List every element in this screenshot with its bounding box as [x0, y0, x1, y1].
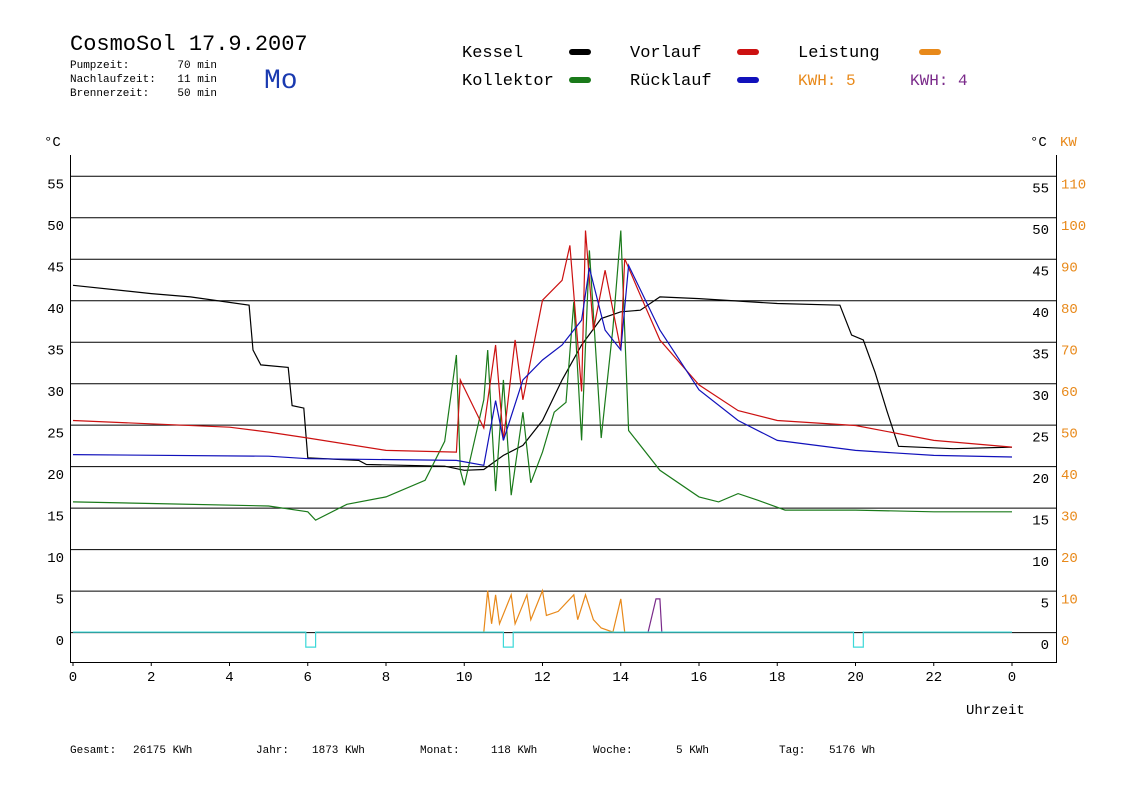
- y-tick-label: 0: [56, 634, 64, 650]
- series-line: [72, 230, 1013, 453]
- x-tick-label: 4: [225, 670, 233, 686]
- y2-tick-label: 100: [1061, 219, 1086, 235]
- footer-value: 5 KWh: [676, 745, 709, 757]
- footer-value: 118 KWh: [491, 745, 537, 757]
- y2-tick-label: 50: [1061, 427, 1078, 443]
- y-axis-label-right: °C: [1030, 135, 1047, 151]
- y-tick-label-right: 5: [1041, 597, 1049, 613]
- legend-label: Rücklauf: [630, 72, 712, 91]
- y-tick-label-right: 15: [1032, 514, 1049, 530]
- series-line: [72, 263, 1013, 466]
- y2-tick-label: 40: [1061, 468, 1078, 484]
- series-line: [72, 284, 1013, 471]
- y-tick-label: 25: [47, 427, 64, 443]
- info-value: 11 min: [177, 74, 217, 86]
- x-tick-label: 18: [769, 670, 786, 686]
- kwh-label: KWH: 5: [798, 72, 856, 90]
- y-tick-label-right: 55: [1032, 182, 1049, 198]
- x-tick-label: 14: [612, 670, 629, 686]
- y2-tick-label: 30: [1061, 510, 1078, 526]
- y-tick-label: 50: [47, 219, 64, 235]
- y-tick-label: 45: [47, 261, 64, 277]
- footer-label: Gesamt:: [70, 745, 116, 757]
- x-tick-label: 8: [382, 670, 390, 686]
- y-tick-label: 35: [47, 344, 64, 360]
- info-value: 70 min: [177, 60, 217, 72]
- y-tick-label: 10: [47, 551, 64, 567]
- y-tick-label-right: 40: [1032, 306, 1049, 322]
- chart-title: CosmoSol 17.9.2007: [70, 32, 308, 57]
- x-tick-label: 12: [534, 670, 551, 686]
- x-tick-label: 0: [1008, 670, 1016, 686]
- footer-value: 5176 Wh: [829, 745, 875, 757]
- day-label: Mo: [264, 66, 298, 97]
- x-tick-label: 10: [456, 670, 473, 686]
- x-tick-label: 6: [304, 670, 312, 686]
- footer-value: 1873 KWh: [312, 745, 365, 757]
- info-label: Pumpzeit:: [70, 60, 129, 72]
- series-line: [647, 598, 663, 633]
- x-axis-label: Uhrzeit: [966, 703, 1025, 719]
- y-tick-label-right: 20: [1032, 472, 1049, 488]
- info-value: 50 min: [177, 88, 217, 100]
- info-label: Brennerzeit:: [70, 88, 149, 100]
- kwh-label: KWH: 4: [910, 72, 968, 90]
- legend-label: Kessel: [462, 44, 523, 63]
- y-tick-label-right: 45: [1032, 265, 1049, 281]
- y-tick-label-right: 25: [1032, 431, 1049, 447]
- y-tick-label-right: 10: [1032, 555, 1049, 571]
- x-tick-label: 22: [925, 670, 942, 686]
- info-label: Nachlaufzeit:: [70, 74, 156, 86]
- x-tick-label: 16: [691, 670, 708, 686]
- y2-tick-label: 80: [1061, 302, 1078, 318]
- x-tick-label: 20: [847, 670, 864, 686]
- y-tick-label: 15: [47, 510, 64, 526]
- y2-tick-label: 70: [1061, 344, 1078, 360]
- footer-value: 26175 KWh: [133, 745, 192, 757]
- y-tick-label: 20: [47, 468, 64, 484]
- y-tick-label: 5: [56, 593, 64, 609]
- y2-tick-label: 10: [1061, 593, 1078, 609]
- y-tick-label-right: 50: [1032, 223, 1049, 239]
- footer-label: Tag:: [779, 745, 805, 757]
- series-line: [72, 230, 1012, 521]
- footer-label: Monat:: [420, 745, 460, 757]
- y-tick-label: 55: [47, 178, 64, 194]
- legend-label: Kollektor: [462, 72, 554, 91]
- x-tick-label: 2: [147, 670, 155, 686]
- legend-label: Leistung: [798, 44, 880, 63]
- x-tick-label: 0: [69, 670, 77, 686]
- y2-tick-label: 0: [1061, 634, 1069, 650]
- y2-tick-label: 20: [1061, 551, 1078, 567]
- y-tick-label-right: 30: [1032, 389, 1049, 405]
- y2-tick-label: 90: [1061, 261, 1078, 277]
- y-tick-label-right: 0: [1041, 638, 1049, 654]
- frame: [70, 155, 1057, 663]
- y2-axis-label: KW: [1060, 135, 1077, 151]
- y-tick-label-right: 35: [1032, 348, 1049, 364]
- y-axis-label: °C: [44, 135, 61, 151]
- y2-tick-label: 60: [1061, 385, 1078, 401]
- y2-tick-label: 110: [1061, 178, 1086, 194]
- footer-label: Jahr:: [256, 745, 289, 757]
- y-tick-label: 40: [47, 302, 64, 318]
- series-line: [73, 631, 1012, 648]
- series-line: [483, 588, 626, 633]
- legend-label: Vorlauf: [630, 44, 701, 63]
- y-tick-label: 30: [47, 385, 64, 401]
- footer-label: Woche:: [593, 745, 633, 757]
